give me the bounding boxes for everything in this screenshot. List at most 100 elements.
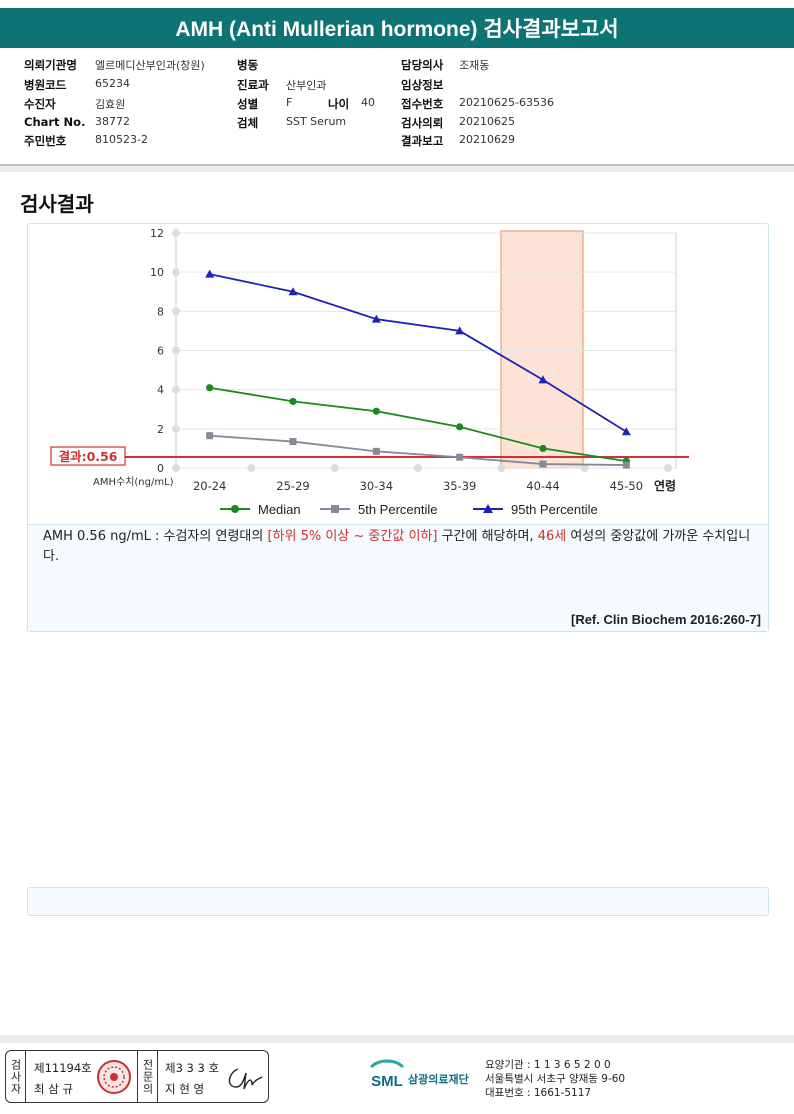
series-line-median [209, 386, 627, 463]
info-value-report-date: 20210629 [459, 133, 515, 146]
svg-text:SML: SML [371, 1073, 403, 1090]
patient-info: 의뢰기관명 엘르메디산부인과(창원) 병원코드 65234 수진자 김효원 Ch… [0, 50, 794, 166]
x-tick-dot [247, 464, 256, 472]
info-value-doctor: 조재동 [459, 59, 490, 72]
comment-box [27, 887, 769, 916]
x-tick-label: 45-50 [610, 479, 643, 493]
tester-label: 검사자 [6, 1051, 26, 1102]
x-tick-dot [414, 464, 422, 472]
confirmer-label: 전문의 [138, 1051, 158, 1102]
data-point [371, 314, 381, 323]
lab-phone: 대표번호 : 1661-5117 [485, 1087, 592, 1099]
info-value-specimen: SST Serum [286, 115, 347, 128]
data-point [456, 453, 464, 461]
legend-marker [331, 505, 339, 513]
y-tick-label: 12 [150, 227, 164, 240]
info-label-sex: 성별 [237, 97, 259, 111]
lab-code: 요양기관 : 1 1 3 6 5 2 0 0 [485, 1059, 611, 1071]
y-tick-label: 4 [157, 384, 164, 397]
info-label-doctor: 담당의사 [401, 58, 444, 72]
y-tick-dot [172, 229, 180, 237]
x-tick-label: 20-24 [193, 479, 226, 493]
info-label-department: 진료과 [237, 78, 269, 92]
info-label-specimen: 검체 [237, 116, 259, 130]
info-label-ward: 병동 [237, 58, 259, 72]
info-value-chart-no: 38772 [95, 115, 130, 128]
y-tick-label: 6 [157, 345, 164, 358]
y-tick-label: 10 [150, 266, 164, 279]
org-name: 삼광의료재단 [408, 1073, 469, 1086]
info-value-age: 40 [361, 96, 375, 109]
info-label-request-date: 검사의뢰 [401, 116, 444, 130]
confirmer-name: 지 현 영 [165, 1082, 205, 1096]
legend-marker [483, 504, 493, 513]
tester-number: 제11194호 [34, 1061, 92, 1075]
result-description-area [28, 524, 768, 631]
info-value-request-date: 20210625 [459, 115, 515, 128]
tester-name: 최 삼 규 [34, 1082, 74, 1096]
info-label-report-date: 결과보고 [401, 134, 444, 148]
x-tick-dot [497, 464, 506, 472]
signature-box: 검사자 제11194호 최 삼 규 전문의 제3 3 3 호 지 현 영 [5, 1050, 269, 1103]
info-label-resident-no: 주민번호 [24, 134, 67, 148]
info-value-hospital-code: 65234 [95, 77, 130, 90]
y-axis-label: AMH수치(ng/mL) [93, 476, 174, 488]
info-value-receipt-no: 20210625-63536 [459, 96, 554, 109]
x-tick-dot [664, 464, 672, 472]
series-line-5th-percentile [209, 434, 627, 466]
y-tick-dot [172, 385, 180, 394]
data-point [288, 287, 298, 296]
amh-chart: 0 2 4 6 8 10 12 결과:0.56 20-24 25-29 30-34 35-39 40-4… [50, 227, 689, 517]
data-point [206, 432, 214, 440]
data-point [621, 427, 631, 436]
info-label-hospital-code: 병원코드 [24, 78, 67, 92]
info-label-chart-no: Chart No. [24, 115, 86, 129]
footer-divider [0, 1035, 794, 1043]
description-range: [하위 5% 이상 ~ 중간값 이하] [267, 529, 438, 544]
data-point [539, 444, 547, 453]
info-value-sex: F [286, 96, 293, 109]
data-point [539, 460, 547, 468]
legend-label: 95th Percentile [511, 502, 598, 517]
data-point [622, 461, 630, 469]
x-tick-dot [330, 464, 339, 472]
info-value-resident-no: 810523-2 [95, 133, 148, 146]
data-point [456, 423, 464, 431]
sml-logo-icon: SML [369, 1059, 405, 1090]
series-line-95th-percentile [209, 273, 627, 433]
x-tick-label: 40-44 [526, 479, 559, 493]
legend-label: Median [258, 502, 301, 517]
x-tick-label: 30-34 [360, 479, 393, 493]
highlight-region [500, 230, 584, 469]
data-point [372, 407, 380, 415]
info-label-patient: 수진자 [24, 97, 56, 111]
seal-icon [97, 1060, 131, 1094]
description-text-2: 구간에 해당하며, [437, 529, 538, 544]
section-title: 검사결과 [20, 192, 94, 216]
data-point [372, 447, 380, 455]
data-point [205, 269, 215, 278]
description-age: 46세 [537, 529, 567, 544]
confirmer-number: 제3 3 3 호 [165, 1061, 220, 1075]
y-tick-dot [172, 268, 180, 277]
data-point [289, 397, 297, 406]
info-label-clinical-info: 임상정보 [401, 78, 444, 92]
data-point [206, 384, 214, 392]
lab-info: 요양기관 : 1 1 3 6 5 2 0 0 서울특별시 서초구 양재동 9-6… [485, 1058, 625, 1100]
section-divider [0, 166, 794, 172]
data-point [289, 438, 297, 446]
y-tick-dot [172, 307, 180, 316]
legend-label: 5th Percentile [358, 502, 438, 517]
legend-marker [231, 505, 239, 513]
result-description: AMH 0.56 ng/mL : 수검자의 연령대의 [하위 5% 이상 ~ 중… [43, 527, 763, 567]
description-text-1: AMH 0.56 ng/mL : 수검자의 연령대의 [43, 529, 268, 544]
x-tick-label: 35-39 [443, 479, 476, 493]
signature-icon [228, 1068, 263, 1090]
y-tick-label: 2 [157, 423, 164, 436]
data-point [538, 375, 548, 384]
info-label-institution: 의뢰기관명 [24, 58, 77, 72]
description-text-3: 여성의 중앙값에 가까운 수치입니다. [43, 529, 751, 564]
info-value-patient: 김효원 [95, 98, 126, 111]
y-tick-dot [172, 424, 180, 433]
result-label-box [50, 446, 126, 466]
